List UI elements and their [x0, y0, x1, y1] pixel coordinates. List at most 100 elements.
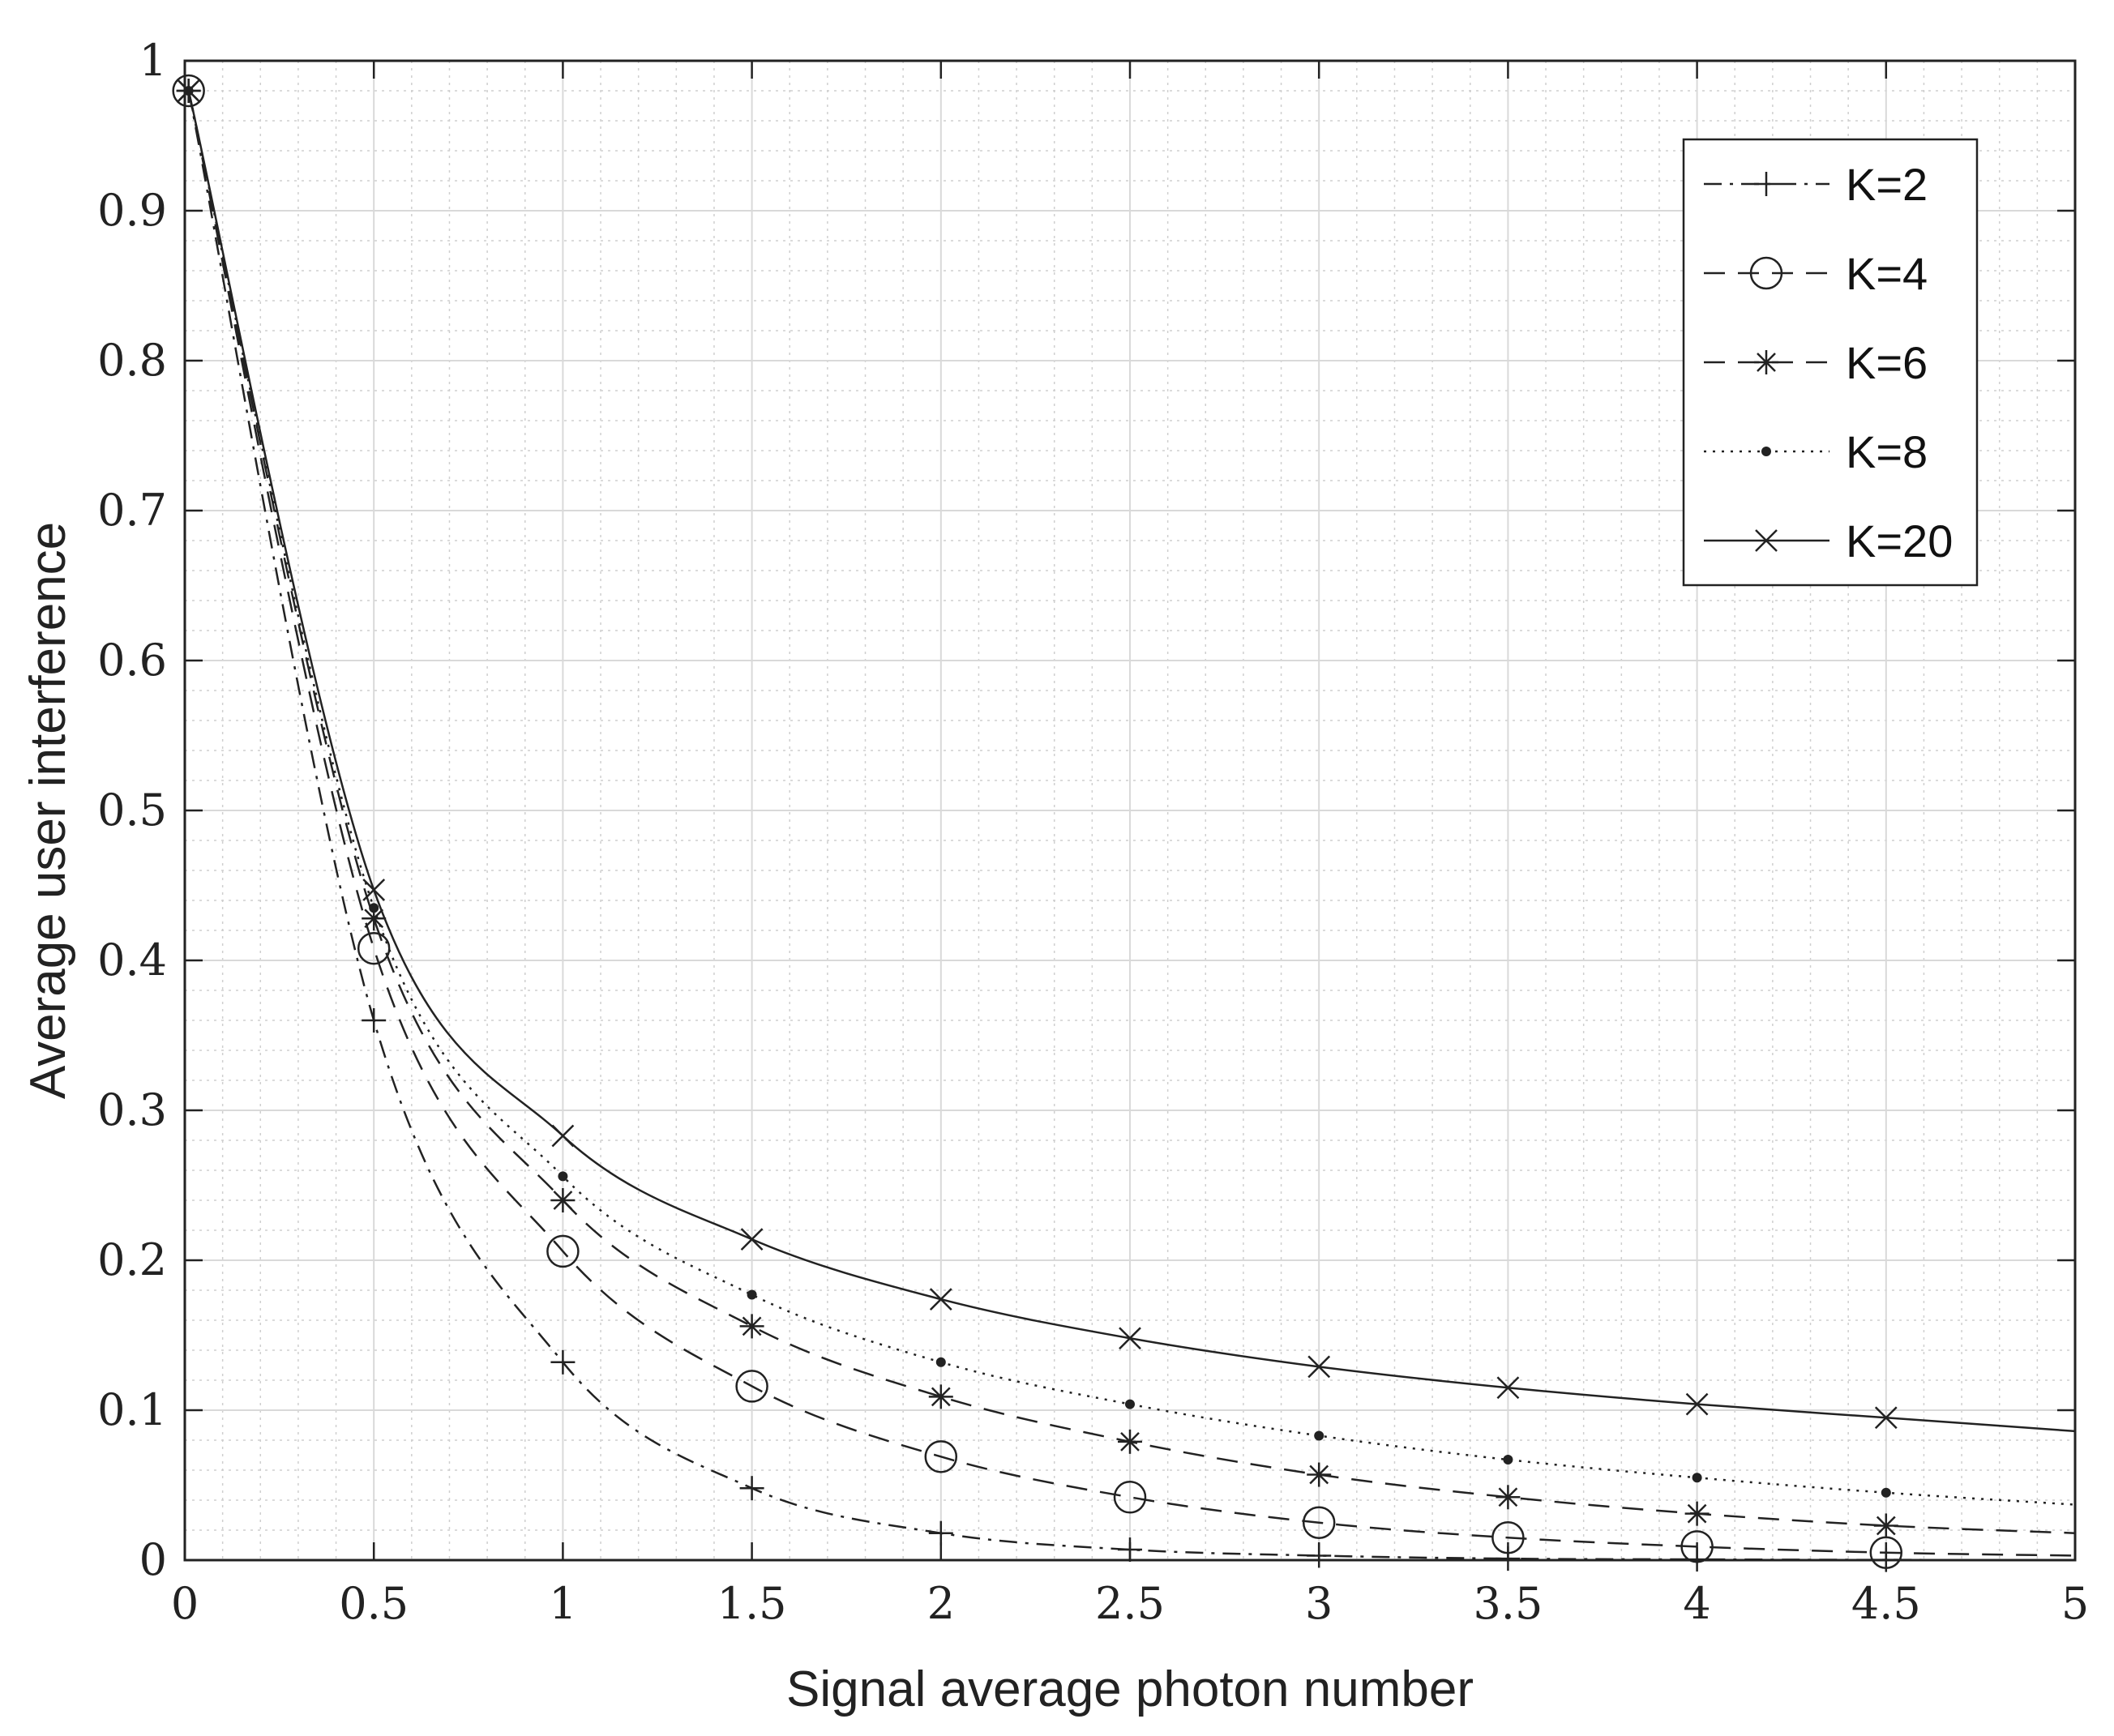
legend-k4-marker	[1749, 256, 1783, 290]
series-k20-point	[177, 79, 200, 102]
series-k6-point	[1873, 1513, 1898, 1538]
series-k20-point-part	[1496, 1376, 1520, 1400]
legend-box	[1682, 138, 1979, 587]
series-k4-point	[172, 74, 205, 108]
series-k4-point	[735, 1370, 768, 1403]
series-k8-point-part	[369, 903, 379, 913]
series-k20-point	[1685, 1392, 1709, 1416]
y-axis-title: Average user interference	[20, 522, 76, 1099]
legend-k8-marker-part	[1761, 447, 1771, 456]
series-k2-line	[187, 90, 2076, 1562]
legend-k2-label: K=2	[1846, 159, 1928, 210]
series-k20-point	[1307, 1355, 1331, 1379]
x-tick-label: 1.5	[717, 1578, 787, 1629]
legend-k4-marker-part	[1749, 256, 1783, 290]
y-tick-label: 0.2	[97, 1234, 167, 1285]
series-k6-point-part	[1687, 1503, 1707, 1524]
series-k6-point-part	[742, 1316, 762, 1336]
series-k8-point	[1692, 1473, 1702, 1483]
series-k20-point-part	[177, 79, 200, 102]
series-k4-point	[357, 931, 391, 965]
series-k6-point-part	[553, 1191, 573, 1210]
series-k6-point-part	[931, 1387, 951, 1407]
series-k6-point-part	[364, 909, 384, 929]
series-k20-point-part	[1307, 1355, 1331, 1379]
y-tick-label: 1	[139, 35, 167, 86]
series-k20-point	[551, 1124, 575, 1148]
series-k2-point	[739, 1476, 764, 1501]
series-k20-point	[1119, 1327, 1141, 1350]
legend-k8-marker	[1761, 447, 1771, 456]
series-k20-point	[362, 879, 386, 901]
legend-k20-label: K=20	[1846, 515, 1953, 567]
series-k4-point	[546, 1234, 580, 1268]
series-k4-point	[1302, 1506, 1336, 1539]
series-k6-point	[550, 1188, 576, 1212]
series-k20-point-part	[1685, 1392, 1709, 1416]
legend-k6-label: K=6	[1846, 337, 1928, 388]
series-k8-point-part	[1692, 1473, 1702, 1483]
x-tick-label: 2.5	[1095, 1578, 1165, 1629]
series-k4-point	[1680, 1530, 1714, 1563]
series-k4-point-part	[172, 74, 205, 108]
series-k8-point	[1881, 1487, 1891, 1498]
series-k6-point	[1684, 1501, 1710, 1526]
series-k20-point	[740, 1228, 764, 1251]
series-k2-point	[928, 1520, 953, 1546]
y-tick-label: 0.9	[97, 185, 167, 236]
y-tick-label: 0.7	[97, 485, 167, 536]
x-tick-label: 4.5	[1851, 1578, 1921, 1629]
y-tick-label: 0.3	[97, 1084, 167, 1135]
x-tick-label: 2	[927, 1578, 955, 1629]
series-k20-point-part	[362, 879, 386, 901]
series-k2-point	[550, 1349, 576, 1375]
series-k20-point-part	[740, 1228, 764, 1251]
x-tick-label: 0	[171, 1578, 199, 1629]
minor-grid	[185, 61, 2075, 1560]
series-k4-point-part	[735, 1370, 768, 1403]
series-k8-point	[1314, 1430, 1324, 1441]
x-tick-labels: 0 0.5 1 1.5 2 2.5 3 3.5 4 4.5 5	[171, 1578, 2089, 1629]
series-markers	[172, 74, 1903, 1572]
y-tick-label: 0	[139, 1534, 167, 1585]
series-k8-point-part	[935, 1357, 946, 1367]
series-k4-point-part	[924, 1440, 958, 1473]
series-k6-point	[1307, 1462, 1332, 1487]
series-k6-point	[928, 1384, 953, 1409]
y-tick-label: 0.5	[97, 785, 167, 836]
x-tick-label: 3.5	[1473, 1578, 1543, 1629]
series-k8-point-part	[1314, 1430, 1324, 1441]
series-k8-point	[369, 903, 379, 913]
series-k20-point-part	[551, 1124, 575, 1148]
legend-k2-marker	[1754, 172, 1778, 196]
series-k8-point	[558, 1171, 568, 1182]
series-k2-point	[362, 1008, 387, 1033]
series-k4-point-part	[1302, 1506, 1336, 1539]
y-tick-label: 0.6	[97, 635, 167, 686]
legend: K=2 K=4 K=6 K=8 K=20	[1682, 138, 1979, 587]
x-tick-label: 3	[1305, 1578, 1333, 1629]
legend-k4-label: K=4	[1846, 248, 1928, 299]
x-tick-label: 4	[1683, 1578, 1710, 1629]
series-k8-point	[1503, 1455, 1513, 1465]
series-k8-point-part	[747, 1289, 757, 1300]
series-k4-point	[1113, 1481, 1147, 1514]
series-k6-point	[739, 1314, 764, 1339]
series-k6-point	[1496, 1485, 1521, 1510]
series-k20-point-part	[929, 1288, 952, 1311]
y-tick-label: 0.4	[97, 934, 167, 986]
series-k8-point-part	[1881, 1487, 1891, 1498]
series-k6-point-part	[1876, 1516, 1896, 1536]
series-k8-point-part	[1125, 1399, 1135, 1409]
legend-k8-label: K=8	[1846, 426, 1928, 477]
series-k6-point-part	[1498, 1487, 1518, 1507]
x-tick-label: 5	[2061, 1578, 2089, 1629]
series-k4-point-part	[357, 931, 391, 965]
series-k20-point	[1874, 1406, 1898, 1430]
y-tick-label: 0.8	[97, 335, 167, 386]
legend-k20-marker-part	[1755, 529, 1778, 552]
series-k4-point	[924, 1440, 958, 1473]
series-k4-point-part	[1680, 1530, 1714, 1563]
y-tick-labels: 0 0.1 0.2 0.3 0.4 0.5 0.6 0.7 0.8 0.9 1	[97, 35, 167, 1585]
